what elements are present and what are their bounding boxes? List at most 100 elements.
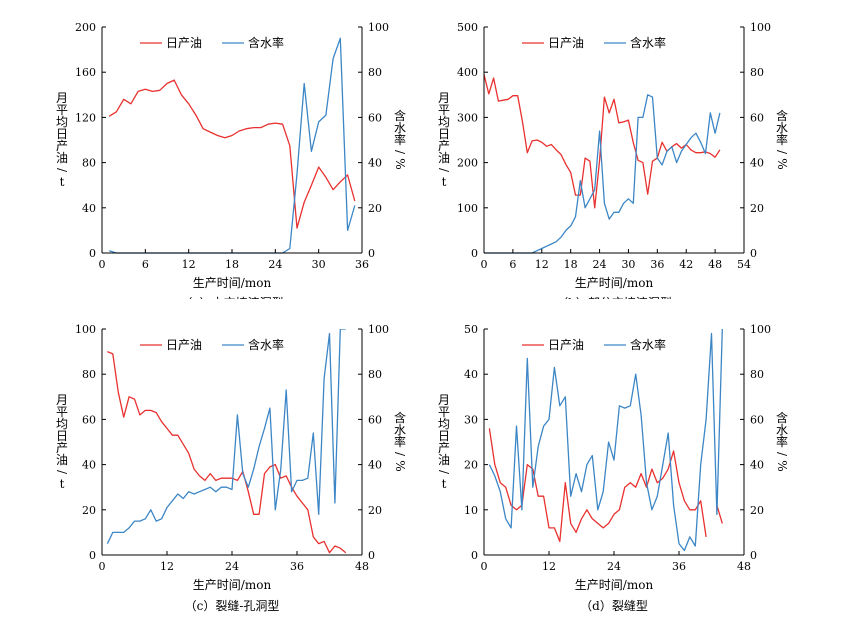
left-y-tick-label: 20 bbox=[82, 504, 96, 517]
left-y-tick-label: 300 bbox=[457, 111, 478, 124]
left-y-axis-title-char: 油 bbox=[56, 453, 68, 467]
left-y-axis-title-char: 油 bbox=[438, 151, 450, 165]
right-y-tick-label: 100 bbox=[368, 21, 389, 34]
left-y-tick-label: 50 bbox=[464, 323, 478, 336]
plot-top-mask bbox=[424, 299, 804, 329]
x-tick-label: 36 bbox=[355, 258, 369, 271]
x-tick-label: 12 bbox=[535, 258, 549, 271]
right-y-tick-label: 0 bbox=[750, 549, 757, 562]
right-y-tick-label: 100 bbox=[750, 323, 771, 336]
left-y-tick-label: 200 bbox=[457, 157, 478, 170]
x-tick-label: 48 bbox=[737, 560, 751, 573]
x-tick-label: 54 bbox=[737, 258, 751, 271]
left-y-tick-label: 120 bbox=[75, 111, 96, 124]
left-y-axis-title-char: 均 bbox=[56, 115, 68, 129]
right-y-tick-label: 40 bbox=[750, 157, 764, 170]
left-y-axis-title-char: 平 bbox=[438, 103, 450, 117]
right-y-axis-title-char: % bbox=[775, 158, 789, 169]
right-y-tick-label: 80 bbox=[368, 368, 382, 381]
oil-production-line bbox=[107, 351, 347, 554]
right-y-tick-label: 40 bbox=[368, 459, 382, 472]
x-tick-label: 12 bbox=[160, 560, 174, 573]
right-y-axis-title-char: 水 bbox=[394, 121, 406, 135]
chart-panel-c: 0 12 24 36 48020406080100020406080100生产时间/mo… bbox=[42, 299, 422, 613]
right-y-axis-title-char: 水 bbox=[776, 121, 788, 135]
legend-water-label: 含水率 bbox=[248, 337, 284, 352]
chart-panel-b: 0 6 12 18 24 30 36 42 48 540100200300400500020406… bbox=[424, 0, 804, 310]
x-tick-label: 12 bbox=[542, 560, 556, 573]
left-y-axis-title-char: t bbox=[442, 477, 447, 491]
right-y-tick-label: 60 bbox=[368, 413, 382, 426]
left-y-axis-title-char: 平 bbox=[56, 405, 68, 419]
legend-oil-label: 日产油 bbox=[166, 338, 202, 352]
left-y-tick-label: 100 bbox=[75, 323, 96, 336]
right-y-tick-label: 60 bbox=[750, 413, 764, 426]
left-y-axis-title-char: 日 bbox=[56, 429, 68, 443]
x-tick-label: 0 bbox=[99, 560, 106, 573]
left-y-tick-label: 0 bbox=[471, 247, 478, 260]
right-y-tick-label: 0 bbox=[368, 549, 375, 562]
water-cut-line bbox=[109, 37, 356, 254]
left-y-axis-title-char: t bbox=[60, 175, 65, 189]
left-y-tick-label: 20 bbox=[464, 459, 478, 472]
right-y-axis-title-char: 含 bbox=[394, 410, 406, 425]
right-y-tick-label: 20 bbox=[368, 202, 382, 215]
right-y-tick-label: 20 bbox=[750, 202, 764, 215]
x-axis-title: 生产时间/mon bbox=[575, 276, 654, 290]
left-y-axis-title-char: / bbox=[55, 470, 69, 475]
left-y-axis-title-char: / bbox=[437, 470, 451, 475]
right-y-tick-label: 80 bbox=[368, 66, 382, 79]
left-y-axis-title-char: 油 bbox=[56, 151, 68, 165]
left-y-axis-title-char: / bbox=[55, 168, 69, 173]
x-axis-title: 生产时间/mon bbox=[193, 578, 272, 592]
x-tick-label: 24 bbox=[268, 258, 282, 271]
left-y-tick-label: 100 bbox=[457, 202, 478, 215]
legend-water-label: 含水率 bbox=[630, 337, 666, 352]
right-y-axis-title: 含水率 /% bbox=[393, 108, 407, 170]
x-tick-label: 24 bbox=[593, 258, 607, 271]
left-y-axis-title-char: 日 bbox=[438, 127, 450, 141]
right-y-tick-label: 0 bbox=[368, 247, 375, 260]
left-y-axis-title-char: 月 bbox=[56, 91, 68, 105]
right-y-axis-title-char: / bbox=[393, 150, 407, 155]
left-y-tick-label: 30 bbox=[464, 413, 478, 426]
legend-oil-label: 日产油 bbox=[548, 338, 584, 352]
oil-production-line bbox=[108, 79, 356, 229]
left-y-axis-title-char: 产 bbox=[56, 441, 68, 455]
left-y-tick-label: 80 bbox=[82, 368, 96, 381]
left-y-tick-label: 200 bbox=[75, 21, 96, 34]
legend-water-label: 含水率 bbox=[248, 35, 284, 50]
left-y-axis-title-char: 平 bbox=[438, 405, 450, 419]
left-y-axis-title-char: 月 bbox=[438, 393, 450, 407]
water-cut-line bbox=[488, 328, 723, 552]
right-y-axis-title-char: % bbox=[393, 460, 407, 471]
x-tick-label: 0 bbox=[481, 560, 488, 573]
left-y-tick-label: 40 bbox=[82, 202, 96, 215]
left-y-tick-label: 60 bbox=[82, 413, 96, 426]
left-y-axis-title-char: 产 bbox=[438, 139, 450, 153]
legend-water-label: 含水率 bbox=[630, 35, 666, 50]
right-y-axis-title-char: 率 bbox=[394, 132, 406, 147]
left-y-tick-label: 0 bbox=[471, 549, 478, 562]
x-tick-label: 0 bbox=[99, 258, 106, 271]
left-y-tick-label: 500 bbox=[457, 21, 478, 34]
left-y-axis-title-char: 油 bbox=[438, 453, 450, 467]
right-y-tick-label: 60 bbox=[368, 111, 382, 124]
left-y-axis-title-char: 均 bbox=[56, 417, 68, 431]
right-y-tick-label: 100 bbox=[750, 21, 771, 34]
plot-top-mask bbox=[42, 299, 422, 329]
x-tick-label: 24 bbox=[225, 560, 239, 573]
panel-caption: （c）裂缝-孔洞型 bbox=[185, 598, 280, 613]
left-y-axis-title-char: 产 bbox=[56, 139, 68, 153]
right-y-axis-title-char: 含 bbox=[776, 108, 788, 123]
left-y-axis-title-char: / bbox=[437, 168, 451, 173]
left-y-tick-label: 40 bbox=[82, 459, 96, 472]
right-y-axis-title-char: / bbox=[775, 452, 789, 457]
right-y-axis-title-char: % bbox=[775, 460, 789, 471]
right-y-tick-label: 100 bbox=[368, 323, 389, 336]
